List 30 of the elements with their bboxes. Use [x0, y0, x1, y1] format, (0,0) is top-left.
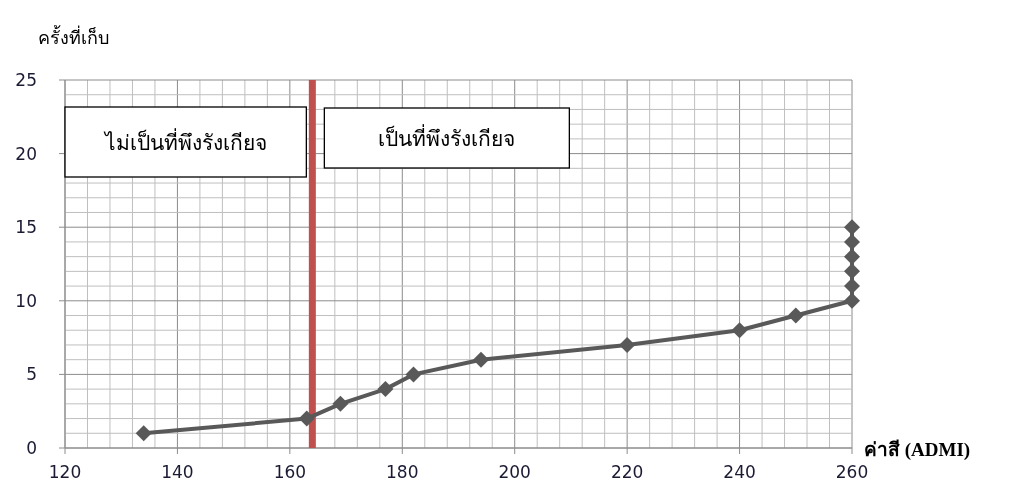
point — [298, 410, 315, 427]
x-tick-label: 160 — [273, 462, 307, 482]
point — [787, 307, 804, 324]
point — [135, 425, 152, 442]
annotation: เป็นที่พึงรังเกียจ — [323, 107, 570, 169]
point — [405, 366, 422, 383]
point — [844, 248, 860, 265]
point — [377, 381, 394, 398]
y-tick-label: 20 — [15, 143, 37, 164]
annotation: ไม่เป็นที่พึงรังเกียจ — [64, 106, 307, 178]
x-tick-label: 240 — [723, 462, 756, 482]
y-tick-label: 5 — [26, 364, 37, 385]
y-tick-label: 15 — [15, 217, 37, 238]
annotation: ไม่เป็นที่พึงรังเกียจ — [102, 128, 267, 155]
x-tick-label: 120 — [48, 462, 82, 482]
y-tick-label: 0 — [26, 438, 37, 458]
point — [731, 322, 748, 339]
annotation: เป็นที่พึงรังเกียจ — [378, 124, 516, 151]
x-axis-title: ค่าสี (ADMI) — [864, 439, 971, 461]
x-tick-label: 180 — [386, 462, 419, 482]
point — [332, 395, 349, 412]
x-tick-label: 220 — [610, 462, 644, 482]
y-tick-label: 25 — [15, 70, 37, 90]
x-tick-label: 200 — [498, 462, 531, 482]
x-tick-label: 260 — [835, 462, 869, 482]
point — [619, 336, 636, 353]
y-tick-label: 10 — [15, 290, 37, 311]
x-tick-label: 140 — [161, 462, 194, 482]
y-axis-title: ครั้งที่เก็บ — [38, 25, 109, 48]
point — [472, 351, 489, 368]
